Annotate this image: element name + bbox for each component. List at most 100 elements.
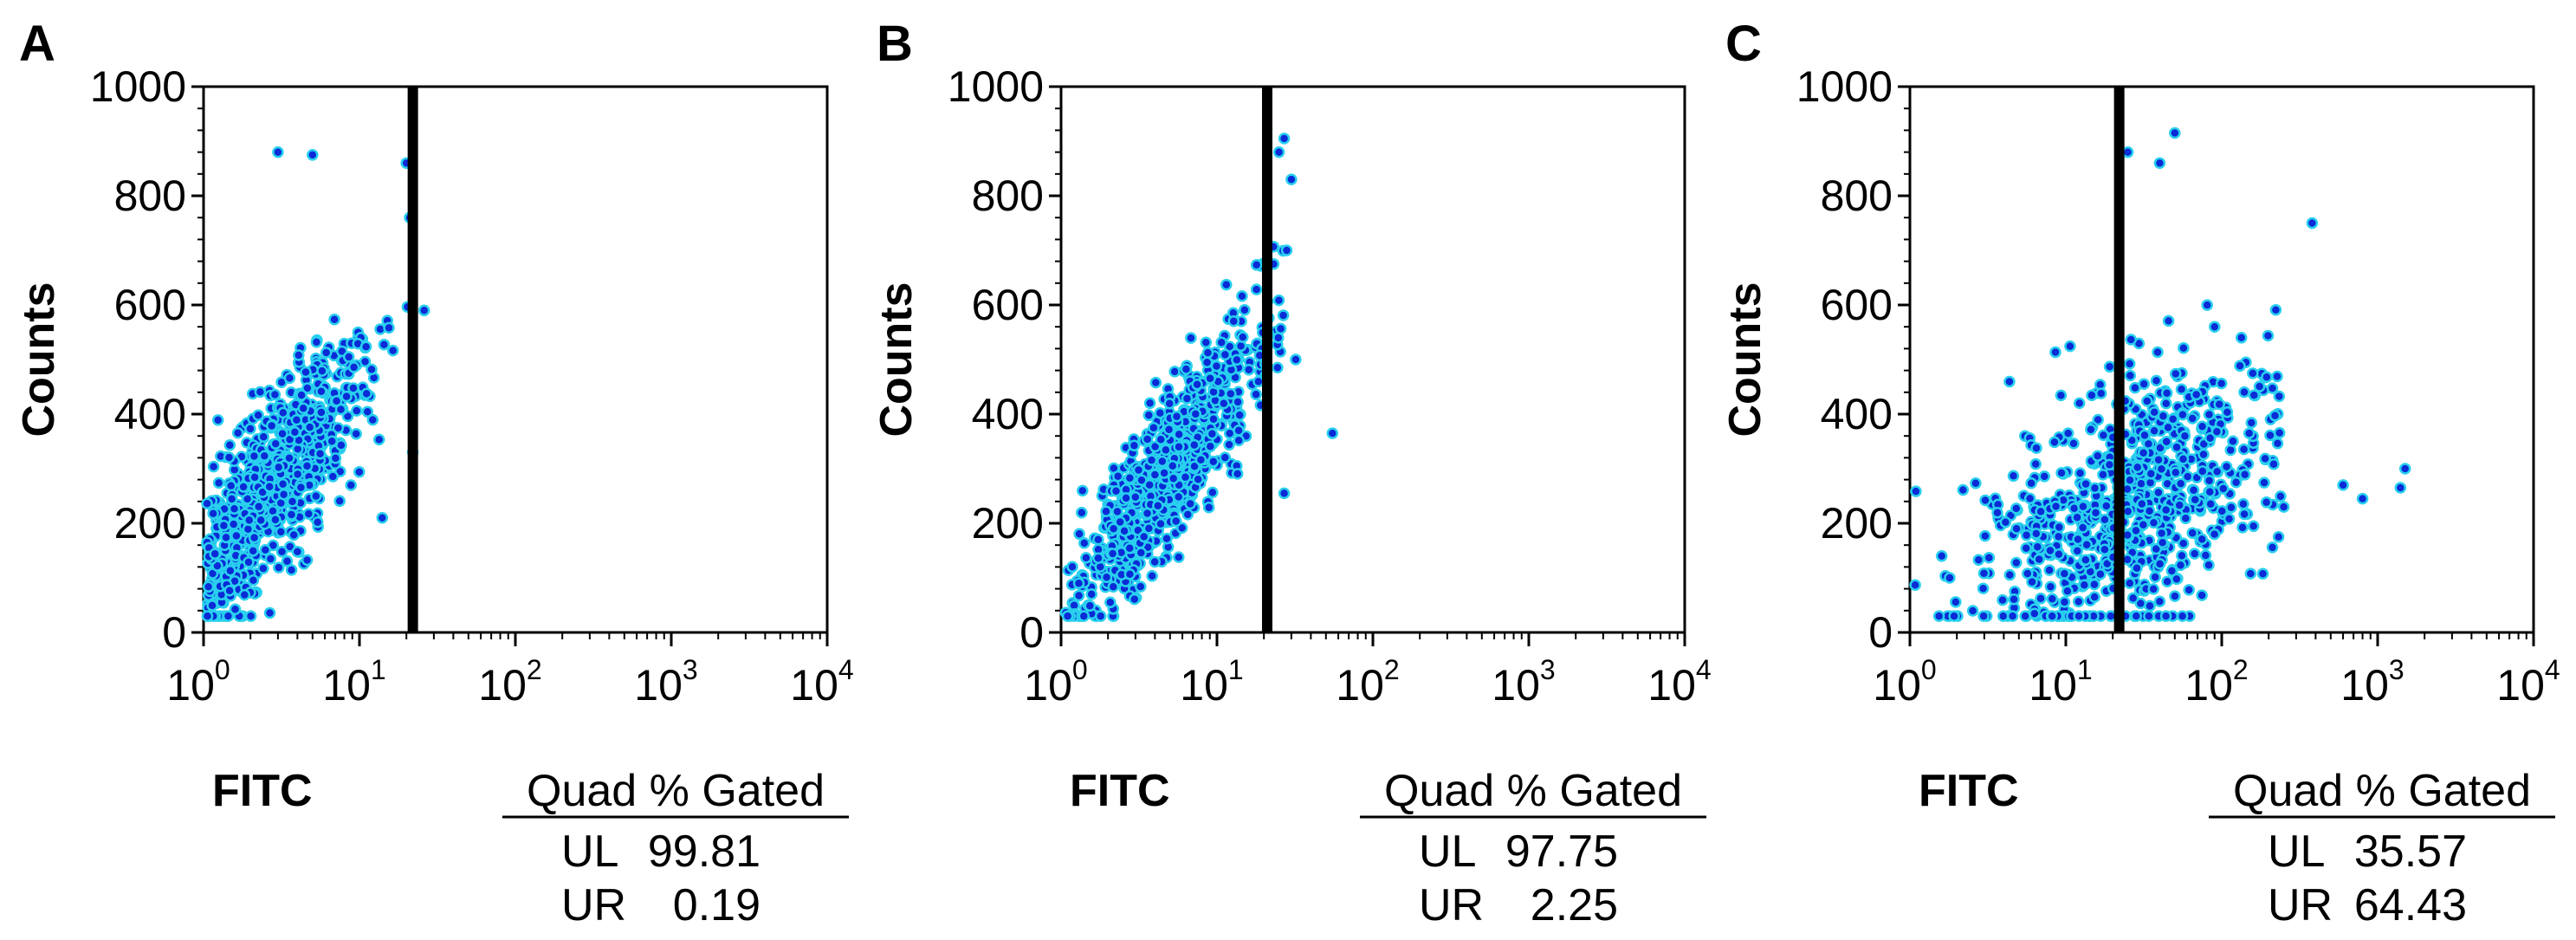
data-point — [2029, 607, 2041, 620]
data-point — [1143, 397, 1156, 410]
data-point — [2215, 377, 2228, 390]
data-point — [1077, 484, 1089, 497]
data-point — [1181, 392, 1194, 405]
data-point — [248, 531, 261, 544]
data-point — [2256, 567, 2269, 580]
x-tick-base: 10 — [1647, 661, 1696, 710]
data-point — [335, 439, 347, 451]
table-row-value: 97.75 — [1505, 827, 1618, 877]
table-row-label: UL — [1419, 827, 1476, 877]
data-point — [2203, 559, 2215, 572]
data-point — [2137, 518, 2150, 531]
data-point — [1966, 605, 1979, 617]
data-point — [1191, 379, 1203, 391]
data-point — [1085, 588, 1097, 600]
data-point — [2248, 389, 2261, 401]
data-point — [2160, 397, 2172, 410]
scatter-points — [1059, 133, 1339, 622]
data-point — [2099, 543, 2111, 556]
data-point — [288, 426, 301, 438]
data-point — [2124, 369, 2137, 382]
data-point — [2031, 541, 2044, 553]
data-point — [2196, 533, 2208, 546]
data-point — [2052, 530, 2065, 543]
data-point — [244, 610, 257, 622]
data-point — [376, 511, 389, 524]
data-point — [2177, 453, 2190, 465]
data-point — [2209, 321, 2221, 333]
data-point — [1173, 441, 1185, 453]
data-point — [259, 543, 272, 556]
data-point — [2143, 610, 2155, 622]
data-point — [2020, 528, 2033, 541]
data-point — [1219, 348, 1232, 361]
data-point — [1114, 515, 1126, 528]
data-point — [265, 419, 278, 432]
x-tick-exponent: 0 — [215, 654, 230, 685]
data-point — [1979, 494, 1991, 507]
data-point — [269, 438, 282, 450]
data-point — [2148, 406, 2160, 418]
data-point — [222, 610, 235, 622]
data-point — [2174, 477, 2187, 489]
data-point — [1999, 516, 2012, 528]
data-point — [330, 394, 343, 407]
data-point — [1161, 532, 1173, 545]
data-point — [2046, 610, 2058, 622]
data-point — [1145, 454, 1158, 466]
data-point — [2306, 217, 2319, 230]
data-point — [2097, 429, 2110, 442]
data-point — [2094, 387, 2107, 399]
table-row-value: 0.19 — [673, 880, 761, 930]
data-point — [2177, 408, 2189, 421]
data-point — [1979, 529, 1991, 542]
x-tick-base: 10 — [478, 661, 527, 710]
data-point — [2177, 537, 2190, 550]
data-point — [227, 518, 240, 530]
data-point — [2085, 424, 2097, 436]
data-point — [1076, 506, 1088, 519]
data-point — [2235, 332, 2248, 344]
data-point — [2007, 470, 2020, 483]
data-point — [2123, 358, 2136, 370]
data-point — [1107, 580, 1120, 593]
data-point — [347, 382, 359, 394]
data-point — [2264, 429, 2276, 442]
data-point — [1142, 522, 1155, 535]
x-tick-exponent: 2 — [1384, 654, 1400, 685]
data-point — [2179, 512, 2192, 525]
data-point — [315, 406, 327, 418]
data-point — [257, 562, 269, 574]
data-point — [2055, 389, 2068, 402]
data-point — [285, 509, 298, 521]
data-point — [2022, 567, 2034, 580]
data-point — [2046, 593, 2059, 606]
data-point — [2161, 575, 2173, 587]
y-tick-label: 600 — [972, 281, 1044, 329]
data-point — [2160, 435, 2173, 448]
data-point — [1210, 360, 1223, 373]
data-point — [359, 340, 372, 353]
data-point — [310, 336, 323, 348]
data-point — [2173, 499, 2185, 511]
y-tick-label: 1000 — [1796, 62, 1893, 111]
data-point — [307, 149, 319, 161]
data-point — [2188, 548, 2201, 560]
data-point — [1970, 477, 1982, 489]
data-point — [1237, 331, 1249, 343]
data-point — [1084, 600, 1097, 613]
data-point — [2103, 360, 2116, 373]
data-point — [231, 426, 244, 439]
y-tick-label: 800 — [1821, 172, 1893, 220]
data-point — [2081, 538, 2093, 551]
y-tick-label: 200 — [972, 499, 1044, 548]
x-tick-base: 10 — [1492, 661, 1540, 710]
data-point — [2266, 541, 2279, 554]
data-point — [2055, 467, 2068, 479]
data-point — [2176, 610, 2189, 622]
data-point — [2216, 505, 2229, 517]
data-point — [2020, 542, 2032, 554]
data-point — [1162, 423, 1175, 436]
data-point — [1272, 146, 1285, 159]
data-point — [1278, 133, 1291, 145]
